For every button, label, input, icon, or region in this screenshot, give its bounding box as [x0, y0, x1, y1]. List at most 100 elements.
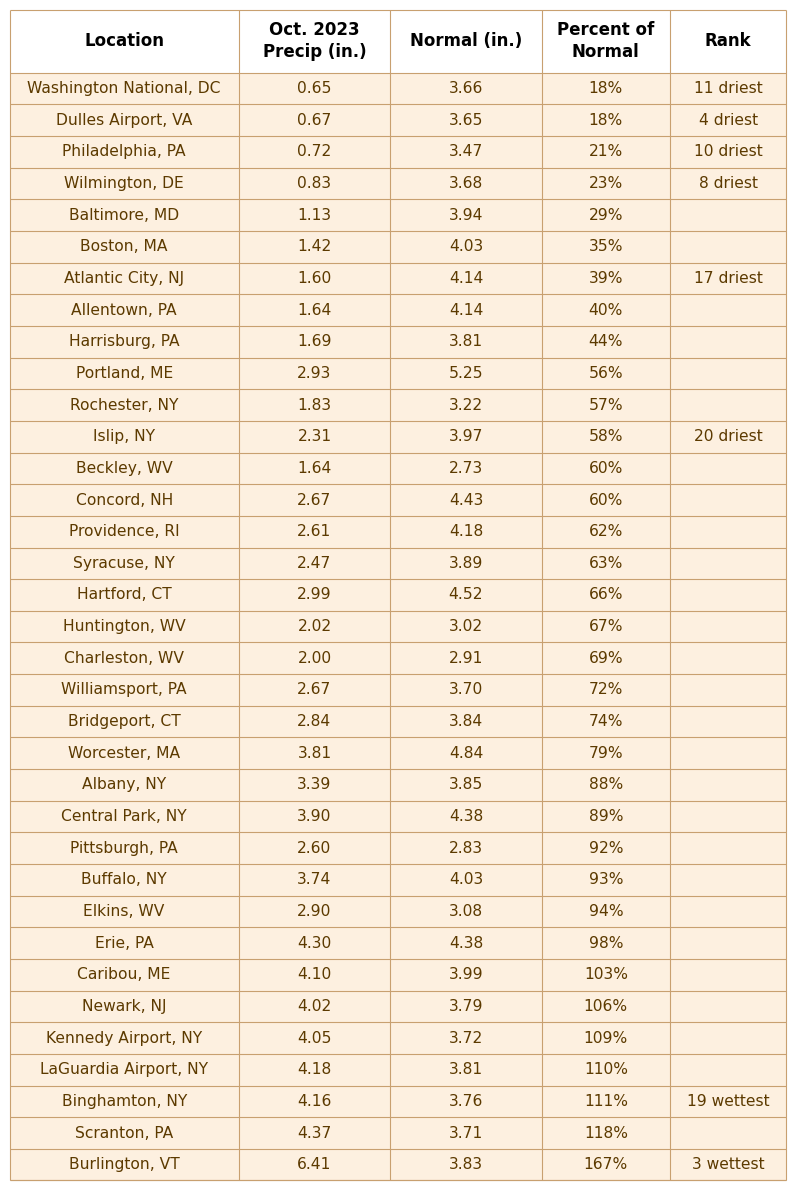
- Bar: [10, 674, 786, 706]
- Text: Albany, NY: Albany, NY: [82, 777, 166, 793]
- Text: 4.18: 4.18: [298, 1063, 332, 1077]
- Text: 3.65: 3.65: [449, 113, 483, 127]
- Text: Bridgeport, CT: Bridgeport, CT: [68, 714, 181, 729]
- Text: Worcester, MA: Worcester, MA: [68, 746, 180, 760]
- Text: 111%: 111%: [583, 1094, 628, 1109]
- Text: Islip, NY: Islip, NY: [93, 430, 155, 444]
- Text: Providence, RI: Providence, RI: [68, 525, 179, 539]
- Text: 35%: 35%: [588, 239, 623, 255]
- Text: Caribou, ME: Caribou, ME: [77, 967, 171, 982]
- Text: 4.05: 4.05: [297, 1031, 332, 1046]
- Text: 23%: 23%: [589, 176, 623, 192]
- Text: 3.02: 3.02: [449, 619, 483, 634]
- Text: 56%: 56%: [588, 367, 623, 381]
- Text: Newark, NJ: Newark, NJ: [82, 998, 166, 1014]
- Text: Percent of
Normal: Percent of Normal: [557, 21, 654, 61]
- Text: LaGuardia Airport, NY: LaGuardia Airport, NY: [40, 1063, 208, 1077]
- Text: Wilmington, DE: Wilmington, DE: [64, 176, 184, 192]
- Text: 19 wettest: 19 wettest: [687, 1094, 770, 1109]
- Text: Baltimore, MD: Baltimore, MD: [69, 208, 179, 223]
- Text: 74%: 74%: [588, 714, 623, 729]
- Bar: [10, 1054, 786, 1085]
- Bar: [10, 136, 786, 168]
- Text: 2.91: 2.91: [449, 651, 483, 665]
- Text: 3.71: 3.71: [449, 1126, 483, 1140]
- Text: 2.90: 2.90: [297, 904, 332, 919]
- Text: 2.31: 2.31: [298, 430, 332, 444]
- Text: 4.14: 4.14: [449, 302, 483, 318]
- Text: 60%: 60%: [588, 461, 623, 476]
- Text: 72%: 72%: [588, 682, 623, 697]
- Text: Portland, ME: Portland, ME: [76, 367, 173, 381]
- Text: 4.02: 4.02: [298, 998, 332, 1014]
- Text: 62%: 62%: [588, 525, 623, 539]
- Text: 2.00: 2.00: [298, 651, 332, 665]
- Text: 1.83: 1.83: [298, 397, 332, 413]
- Text: 3.76: 3.76: [449, 1094, 483, 1109]
- Text: 4.03: 4.03: [449, 239, 483, 255]
- Text: 39%: 39%: [588, 271, 623, 286]
- Text: 3.83: 3.83: [449, 1157, 483, 1172]
- Text: 110%: 110%: [583, 1063, 628, 1077]
- Bar: [10, 231, 786, 263]
- Text: 4.03: 4.03: [449, 872, 483, 888]
- Text: 5.25: 5.25: [449, 367, 483, 381]
- Text: Oct. 2023
Precip (in.): Oct. 2023 Precip (in.): [263, 21, 366, 61]
- Bar: [10, 10, 786, 73]
- Bar: [10, 294, 786, 326]
- Text: Washington National, DC: Washington National, DC: [27, 81, 221, 96]
- Text: 63%: 63%: [588, 556, 623, 571]
- Text: 0.67: 0.67: [297, 113, 332, 127]
- Text: 4.18: 4.18: [449, 525, 483, 539]
- Text: 3.22: 3.22: [449, 397, 483, 413]
- Text: Buffalo, NY: Buffalo, NY: [81, 872, 167, 888]
- Bar: [10, 358, 786, 389]
- Bar: [10, 832, 786, 864]
- Text: 0.65: 0.65: [297, 81, 332, 96]
- Text: Kennedy Airport, NY: Kennedy Airport, NY: [46, 1031, 202, 1046]
- Text: 3.94: 3.94: [449, 208, 483, 223]
- Text: 2.67: 2.67: [297, 682, 332, 697]
- Text: 4.37: 4.37: [297, 1126, 332, 1140]
- Text: Boston, MA: Boston, MA: [80, 239, 168, 255]
- Text: 98%: 98%: [588, 935, 623, 951]
- Text: 11 driest: 11 driest: [694, 81, 763, 96]
- Text: 3.97: 3.97: [449, 430, 483, 444]
- Bar: [10, 706, 786, 738]
- Text: 2.47: 2.47: [297, 556, 332, 571]
- Text: 103%: 103%: [583, 967, 628, 982]
- Text: 2.02: 2.02: [298, 619, 332, 634]
- Text: Harrisburg, PA: Harrisburg, PA: [68, 334, 179, 350]
- Bar: [10, 484, 786, 516]
- Bar: [10, 610, 786, 643]
- Text: 3.66: 3.66: [449, 81, 483, 96]
- Text: 1.69: 1.69: [297, 334, 332, 350]
- Bar: [10, 801, 786, 832]
- Text: Philadelphia, PA: Philadelphia, PA: [62, 144, 186, 159]
- Bar: [10, 769, 786, 801]
- Text: 2.93: 2.93: [297, 367, 332, 381]
- Text: Normal (in.): Normal (in.): [410, 32, 522, 50]
- Bar: [10, 896, 786, 927]
- Text: 106%: 106%: [583, 998, 628, 1014]
- Text: 3.90: 3.90: [297, 809, 332, 823]
- Text: Central Park, NY: Central Park, NY: [61, 809, 187, 823]
- Bar: [10, 452, 786, 484]
- Bar: [10, 738, 786, 769]
- Text: 3.47: 3.47: [449, 144, 483, 159]
- Bar: [10, 200, 786, 231]
- Text: 40%: 40%: [588, 302, 623, 318]
- Text: 21%: 21%: [589, 144, 623, 159]
- Bar: [10, 547, 786, 580]
- Text: 88%: 88%: [589, 777, 623, 793]
- Text: 2.73: 2.73: [449, 461, 483, 476]
- Text: 0.83: 0.83: [298, 176, 332, 192]
- Text: Location: Location: [84, 32, 164, 50]
- Text: 18%: 18%: [589, 81, 623, 96]
- Text: 44%: 44%: [588, 334, 623, 350]
- Text: 8 driest: 8 driest: [699, 176, 758, 192]
- Text: 1.13: 1.13: [298, 208, 332, 223]
- Bar: [10, 105, 786, 136]
- Text: 92%: 92%: [588, 840, 623, 856]
- Text: 6.41: 6.41: [297, 1157, 332, 1172]
